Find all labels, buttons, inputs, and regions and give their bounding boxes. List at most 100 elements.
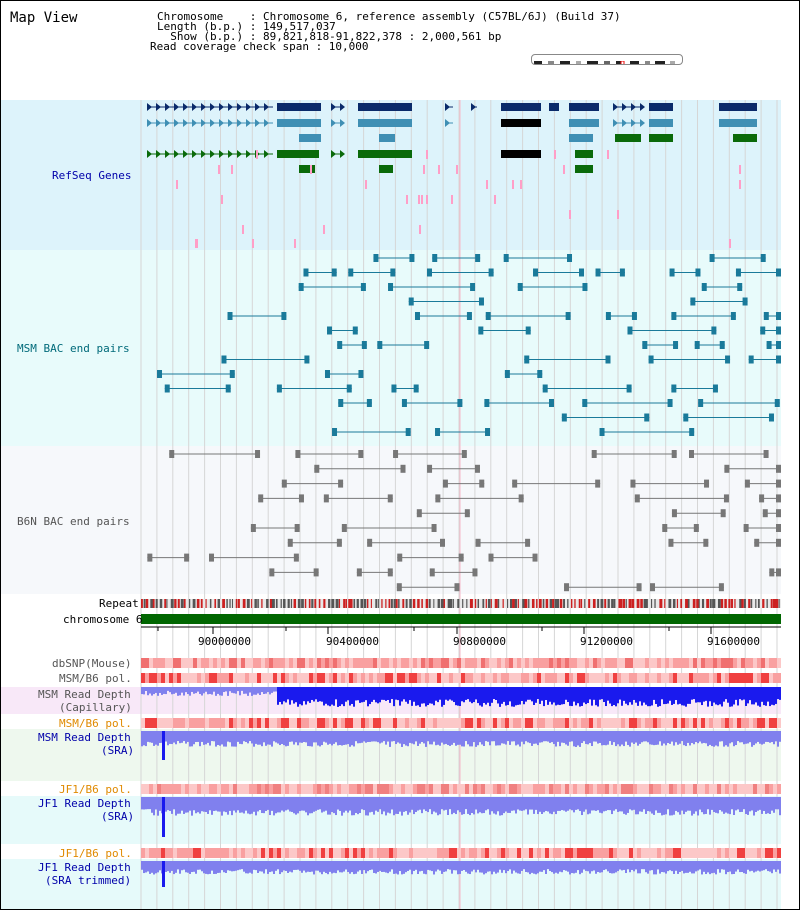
- b6n-bac-pair-end: [776, 509, 781, 518]
- read-depth-bar: [629, 731, 631, 747]
- polymorphism-cell: [357, 784, 361, 794]
- read-depth-bar: [393, 861, 395, 874]
- msm-bac-pair-end: [331, 268, 337, 277]
- polymorphism-cell: [633, 673, 637, 683]
- repeat-element: [724, 599, 727, 608]
- polymorphism-cell: [617, 658, 621, 668]
- read-depth-bar: [485, 687, 487, 705]
- polymorphism-cell: [265, 718, 269, 728]
- read-depth-bar: [565, 797, 567, 812]
- polymorphism-cell: [197, 718, 201, 728]
- polymorphism-cell: [725, 658, 729, 668]
- msm-bac-pair-end: [737, 283, 743, 291]
- polymorphism-cell: [525, 718, 529, 728]
- repeat-element: [405, 599, 408, 608]
- read-depth-bar: [685, 797, 687, 812]
- polymorphism-cell: [561, 848, 565, 858]
- polymorphism-cell: [417, 673, 421, 683]
- read-depth-bar: [587, 731, 589, 745]
- read-depth-bar: [199, 687, 201, 695]
- polymorphism-cell: [201, 784, 205, 794]
- read-depth-bar: [409, 797, 411, 813]
- read-depth-bar: [259, 861, 261, 872]
- read-depth-bar: [763, 687, 765, 706]
- polymorphism-cell: [185, 658, 189, 668]
- polymorphism-cell: [581, 718, 585, 728]
- polymorphism-cell: [193, 718, 197, 728]
- read-depth-bar: [223, 687, 225, 693]
- read-depth-bar: [303, 687, 305, 702]
- read-depth-bar: [261, 861, 263, 872]
- polymorphism-cell: [729, 673, 733, 683]
- gene-arrow: [622, 119, 627, 127]
- msm-bac-pair-end: [390, 268, 396, 277]
- polymorphism-cell: [245, 658, 249, 668]
- polymorphism-cell: [441, 658, 445, 668]
- snp-marker: [294, 239, 296, 248]
- read-depth-bar: [339, 861, 341, 873]
- polymorphism-cell: [681, 718, 685, 728]
- read-depth-bar: [279, 861, 281, 875]
- polymorphism-cell: [309, 658, 313, 668]
- read-depth-bar: [689, 731, 691, 746]
- read-depth-bar: [203, 731, 205, 745]
- polymorphism-cell: [621, 718, 625, 728]
- repeat-element: [545, 599, 549, 608]
- polymorphism-cell: [769, 784, 773, 794]
- polymorphism-cell: [261, 658, 265, 668]
- read-depth-bar: [209, 731, 211, 746]
- polymorphism-cell: [293, 848, 297, 858]
- polymorphism-cell: [385, 718, 389, 728]
- polymorphism-cell: [173, 658, 177, 668]
- repeat-element: [375, 599, 378, 608]
- read-depth-bar: [733, 797, 735, 816]
- read-depth-bar: [467, 731, 469, 745]
- repeat-element: [363, 599, 367, 608]
- polymorphism-cell: [345, 673, 349, 683]
- polymorphism-cell: [705, 673, 709, 683]
- read-depth-bar: [633, 731, 635, 744]
- polymorphism-cell: [537, 848, 541, 858]
- repeat-element: [381, 599, 383, 608]
- read-depth-bar: [167, 861, 169, 872]
- read-depth-bar: [175, 731, 177, 745]
- read-depth-bar: [235, 861, 237, 871]
- read-depth-bar: [371, 797, 373, 812]
- read-depth-bar: [415, 797, 417, 813]
- read-depth-bar: [443, 687, 445, 705]
- read-depth-bar: [267, 797, 269, 810]
- polymorphism-cell: [581, 673, 585, 683]
- read-depth-bar: [401, 687, 403, 702]
- read-depth-bar: [405, 797, 407, 812]
- read-depth-bar: [683, 861, 685, 874]
- polymorphism-cell: [265, 848, 269, 858]
- read-depth-bar: [635, 731, 637, 743]
- read-depth-bar: [717, 861, 719, 870]
- read-depth-bar: [165, 861, 167, 872]
- b6n-bac-pair-end: [314, 464, 320, 473]
- repeat-element: [739, 599, 742, 608]
- read-depth-bar: [285, 797, 287, 811]
- read-depth-bar: [141, 731, 143, 747]
- read-depth-bar: [447, 731, 449, 746]
- read-depth-bar: [349, 861, 351, 874]
- read-depth-bar: [331, 797, 333, 813]
- polymorphism-cell: [629, 784, 633, 794]
- polymorphism-cell: [685, 718, 689, 728]
- polymorphism-cell: [497, 673, 501, 683]
- read-depth-bar: [285, 731, 287, 747]
- read-depth-bar: [517, 731, 519, 745]
- read-depth-bar: [699, 731, 701, 742]
- polymorphism-cell: [685, 658, 689, 668]
- chromosome-ideogram[interactable]: [531, 54, 683, 65]
- msm-bac-pair-end: [157, 370, 163, 378]
- polymorphism-cell: [353, 848, 357, 858]
- polymorphism-cell: [701, 848, 705, 858]
- read-depth-bar: [735, 687, 737, 700]
- read-depth-bar: [301, 797, 303, 811]
- read-depth-bar: [203, 797, 205, 812]
- read-depth-bar: [705, 687, 707, 701]
- polymorphism-cell: [185, 718, 189, 728]
- read-depth-bar: [743, 861, 745, 874]
